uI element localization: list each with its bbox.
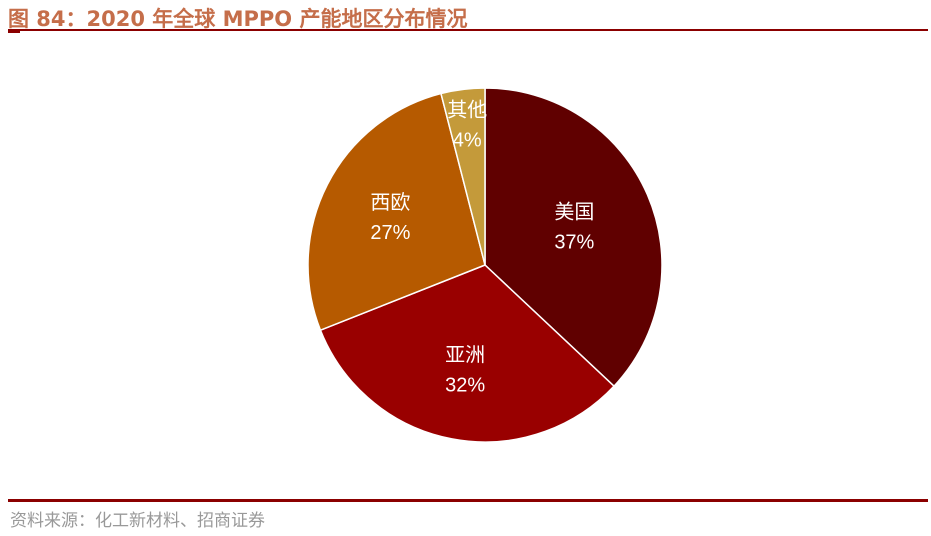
title-divider [8,29,928,31]
slice-label: 亚洲 [445,344,485,366]
source-note: 资料来源：化工新材料、招商证券 [10,511,265,531]
slice-value-label: 32% [445,374,485,396]
pie-slice-3 [440,87,486,266]
slice-value-label: 37% [554,231,594,253]
figure-title: 图 84：2020 年全球 MPPO 产能地区分布情况 [8,7,468,31]
source-divider [8,499,928,502]
slice-label: 西欧 [370,191,410,214]
slice-label: 美国 [554,200,594,223]
slice-value-label: 4% [453,130,482,152]
slice-label: 其他 [447,99,487,122]
slice-value-label: 27% [370,222,410,244]
pie-slice-0 [484,87,663,388]
pie-slice-2 [307,92,486,332]
title-divider-mark [8,31,20,33]
pie-slice-1 [319,264,616,443]
